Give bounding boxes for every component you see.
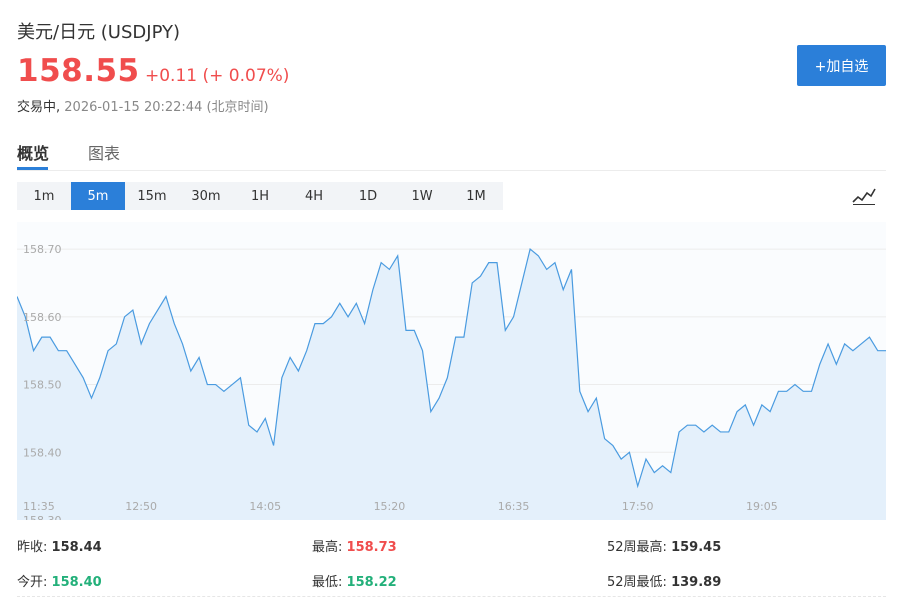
tab-overview[interactable]: 概览 (17, 144, 50, 163)
stat-label: 最高: (312, 540, 343, 555)
x-tick-label: 14:05 (249, 500, 281, 513)
instrument-title: 美元/日元 (USDJPY) (17, 22, 181, 43)
y-tick-label: 158.40 (23, 446, 62, 459)
stat-high: 最高: 158.73 (312, 536, 397, 555)
intraday-price-chart: 158.70 158.60 158.50 158.40 158.3011:35 12:50… (17, 222, 886, 520)
period-1w[interactable]: 1W (411, 188, 433, 204)
stat-low: 最低: 158.22 (312, 571, 397, 590)
stat-value: 158.40 (51, 575, 102, 590)
period-1m[interactable]: 1m (33, 188, 55, 204)
stat-52w-low: 52周最低: 139.89 (607, 571, 721, 590)
view-tabs: 概览 图表 (17, 130, 886, 171)
y-tick-label: 158.60 (23, 311, 62, 324)
stat-label: 昨收: (17, 540, 48, 555)
add-watchlist-button[interactable]: +加自选 (797, 45, 886, 86)
x-tick-label: 12:50 (125, 500, 157, 513)
period-30m[interactable]: 30m (191, 188, 221, 204)
trade-timestamp: 2026-01-15 20:22:44 (北京时间) (64, 100, 269, 115)
stats-divider (17, 596, 886, 597)
period-5m[interactable]: 5m (71, 182, 125, 210)
period-selector: 1m 5m 15m 30m 1H 4H 1D 1W 1M (17, 182, 503, 210)
stat-prev-close: 昨收: 158.44 (17, 536, 102, 555)
y-tick-label: 158.70 (23, 243, 62, 256)
x-tick-label: 19:05 (746, 500, 778, 513)
stat-label: 今开: (17, 575, 48, 590)
period-1h[interactable]: 1H (250, 188, 270, 204)
stat-value: 139.89 (671, 575, 722, 590)
y-tick-label: 158.50 (23, 379, 62, 392)
x-tick-label: 16:35 (498, 500, 530, 513)
stat-value: 158.44 (51, 540, 102, 555)
line-chart-icon[interactable] (851, 186, 877, 206)
current-price: 158.55 (17, 53, 140, 89)
period-15m[interactable]: 15m (137, 188, 167, 204)
x-tick-label: 11:35 (23, 500, 55, 513)
period-1mo[interactable]: 1M (466, 188, 486, 204)
period-4h[interactable]: 4H (304, 188, 324, 204)
price-change: +0.11 (+ 0.07%) (145, 66, 290, 86)
trade-status: 交易中, 2026-01-15 20:22:44 (北京时间) (17, 96, 269, 115)
x-tick-label: 17:50 (622, 500, 654, 513)
price-area (17, 249, 886, 520)
period-1d[interactable]: 1D (358, 188, 378, 204)
stat-value: 158.22 (346, 575, 397, 590)
tab-chart[interactable]: 图表 (88, 144, 121, 163)
y-tick-label: 158.30 (23, 514, 62, 520)
stat-label: 52周最高: (607, 540, 667, 555)
stat-open: 今开: 158.40 (17, 571, 102, 590)
stat-value: 158.73 (346, 540, 397, 555)
stat-52w-high: 52周最高: 159.45 (607, 536, 721, 555)
x-tick-label: 15:20 (374, 500, 406, 513)
price-line (17, 248, 886, 489)
stat-label: 52周最低: (607, 575, 667, 590)
stat-value: 159.45 (671, 540, 722, 555)
active-tab-indicator (17, 167, 48, 170)
trade-status-label: 交易中, (17, 100, 61, 115)
stat-label: 最低: (312, 575, 343, 590)
